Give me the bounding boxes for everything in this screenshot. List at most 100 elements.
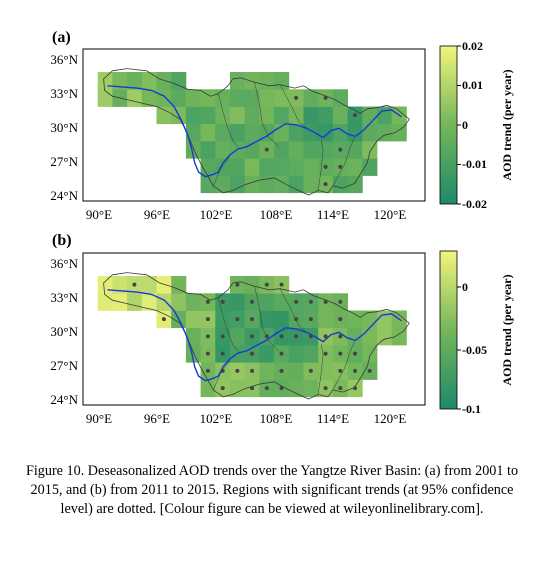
trend-cell — [303, 89, 319, 107]
lon-tick: 90°E — [86, 207, 112, 222]
significance-dot — [205, 317, 210, 322]
sub-basin-boundary — [332, 137, 355, 186]
trend-cell — [347, 327, 363, 346]
trend-cell — [230, 379, 246, 398]
significance-dot — [323, 386, 328, 391]
sub-basin-boundary — [217, 297, 240, 354]
lon-tick: 120°E — [374, 411, 407, 426]
lon-tick: 90°E — [86, 411, 112, 426]
lon-tick: 120°E — [374, 207, 407, 222]
lat-tick: 27°N — [50, 358, 78, 373]
significance-dot — [264, 282, 269, 287]
trend-cell — [303, 106, 319, 125]
trend-cell — [215, 106, 231, 125]
trend-cell — [156, 276, 172, 294]
colorbar-title: AOD trend (per year) — [500, 69, 514, 180]
significance-dot — [205, 351, 210, 356]
significance-dot — [132, 282, 137, 287]
trend-cell — [127, 72, 143, 90]
significance-dot — [353, 351, 357, 356]
trend-cell — [288, 379, 304, 398]
trend-cell — [215, 89, 231, 107]
trend-cell — [185, 106, 201, 125]
significance-dot — [294, 317, 299, 322]
significance-dot — [161, 317, 166, 322]
figure-caption: Figure 10. Deseasonalized AOD trends ove… — [25, 463, 519, 517]
significance-dots — [264, 95, 357, 187]
significance-dot — [279, 386, 284, 391]
significance-dot — [250, 317, 255, 322]
significance-dot — [250, 334, 255, 339]
trend-cell — [391, 327, 407, 346]
sub-basin-boundary — [317, 139, 324, 191]
lat-tick: 24°N — [50, 392, 78, 407]
trend-cell — [303, 141, 319, 159]
trend-cell — [347, 175, 363, 194]
trend-cell — [303, 158, 319, 176]
trend-cell — [141, 89, 157, 107]
significance-dot — [205, 368, 210, 373]
panel-label: (b) — [52, 232, 72, 249]
significance-dot — [353, 368, 357, 373]
significance-dot — [220, 386, 225, 391]
trend-cell — [259, 72, 275, 90]
significance-dot — [250, 386, 255, 391]
trend-cell — [274, 293, 290, 311]
trend-cell — [303, 123, 319, 142]
trend-cell — [127, 293, 143, 311]
significance-dot — [264, 386, 269, 391]
trend-cell — [362, 123, 378, 142]
significance-dot — [338, 334, 343, 339]
trend-cell — [200, 379, 216, 398]
trend-cell — [303, 379, 319, 398]
basin-boundary — [103, 272, 410, 400]
significance-dot — [338, 147, 343, 152]
trend-cell — [230, 327, 246, 346]
trend-cell — [377, 123, 393, 142]
trend-cell — [288, 362, 304, 380]
trend-cell — [244, 158, 260, 176]
sub-basin-boundary — [279, 84, 309, 130]
trend-cell — [259, 89, 275, 107]
trend-cell — [200, 106, 216, 125]
trend-cell — [347, 141, 363, 159]
trend-cell — [230, 123, 246, 142]
trend-cell — [259, 362, 275, 380]
trend-cell — [215, 141, 231, 159]
lat-tick: 33°N — [50, 290, 78, 305]
significance-dot — [323, 182, 328, 187]
colorbar: 0 -0.05 -0.1 AOD trend (per year) — [439, 250, 514, 416]
trend-cell — [244, 72, 260, 90]
trend-cell — [230, 158, 246, 176]
trend-cell — [230, 106, 246, 125]
significance-dot — [353, 113, 357, 118]
trend-cell — [200, 141, 216, 159]
trend-cell — [391, 123, 407, 142]
trend-grid-cells — [97, 276, 407, 398]
sub-basin-boundary — [254, 286, 280, 351]
trend-cell — [244, 175, 260, 194]
colorbar-ticks — [457, 45, 461, 205]
river-line — [107, 85, 402, 178]
lat-tick: 30°N — [50, 324, 78, 339]
trend-cell — [318, 141, 334, 159]
yangtze-river — [107, 85, 402, 178]
trend-cell — [244, 89, 260, 107]
significance-dot — [308, 334, 313, 339]
trend-cell — [156, 293, 172, 311]
panel-label: (a) — [52, 29, 71, 46]
trend-cell — [274, 141, 290, 159]
trend-cell — [274, 89, 290, 107]
trend-cell — [362, 310, 378, 329]
trend-cell — [274, 310, 290, 329]
colorbar-gradient — [439, 45, 458, 205]
trend-cell — [97, 293, 113, 311]
significance-dot — [279, 368, 284, 373]
significance-dot — [294, 95, 299, 100]
significance-dot — [338, 351, 343, 356]
trend-cell — [185, 310, 201, 329]
colorbar-tick-label: 0 — [462, 118, 468, 132]
yangtze-river — [107, 289, 402, 382]
map-axes: 36°N 33°N 30°N 27°N 24°N 90°E 96°E 102°E… — [50, 256, 406, 426]
significance-dot — [279, 334, 284, 339]
